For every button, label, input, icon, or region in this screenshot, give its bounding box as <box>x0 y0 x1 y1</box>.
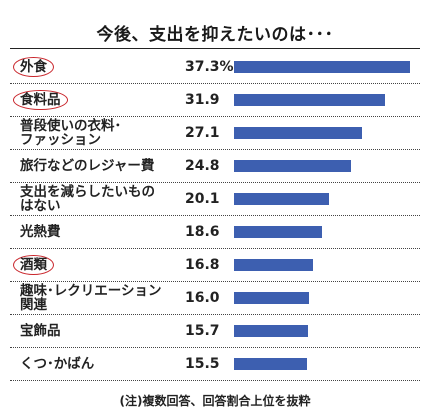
category-label-text: 支出を減らしたいもの はない <box>20 184 155 214</box>
category-label-text: 食料品 <box>13 90 68 110</box>
value-label: 24.8 <box>185 158 220 174</box>
category-label: 宝飾品 <box>20 315 185 347</box>
value-label: 37.3% <box>185 59 234 75</box>
bar <box>234 61 410 73</box>
category-label-text: 普段使いの衣料･ ファッション <box>20 118 122 148</box>
bar <box>234 94 385 106</box>
category-label: 普段使いの衣料･ ファッション <box>20 117 185 149</box>
bar-row: 普段使いの衣料･ ファッション 27.1 <box>10 117 420 150</box>
category-label-text: 宝飾品 <box>20 323 61 339</box>
category-label: 酒類 <box>13 249 185 281</box>
bar <box>234 292 309 304</box>
bar-row: 趣味･レクリエーション 関連 16.0 <box>10 282 420 315</box>
bar <box>234 358 307 370</box>
chart-title: 今後、支出を抑えたいのは･･･ <box>96 25 334 45</box>
value-label: 31.9 <box>185 92 220 108</box>
value-label: 18.6 <box>185 224 220 240</box>
footnote: (注)複数回答、回答割合上位を抜粋 <box>119 394 311 408</box>
category-label: 外食 <box>13 51 185 83</box>
category-label-text: 旅行などのレジャー費 <box>20 158 155 174</box>
bar-row: 外食 37.3% <box>10 51 420 84</box>
bar-rows: 外食 37.3% 食料品 31.9 普段使いの衣料･ ファッション 27.1 旅行などのレジャ… <box>10 51 420 381</box>
bar-row: 食料品 31.9 <box>10 84 420 117</box>
value-label: 27.1 <box>185 125 220 141</box>
category-label: 旅行などのレジャー費 <box>20 150 185 182</box>
top-rule <box>10 48 420 49</box>
bar <box>234 160 351 172</box>
bar-row: 酒類 16.8 <box>10 249 420 282</box>
category-label: 趣味･レクリエーション 関連 <box>20 282 185 314</box>
category-label-text: くつ･かばん <box>20 356 95 372</box>
value-label: 16.8 <box>185 257 220 273</box>
value-label: 20.1 <box>185 191 220 207</box>
category-label: くつ･かばん <box>20 348 185 380</box>
category-label: 支出を減らしたいもの はない <box>20 183 185 215</box>
bar-row: 光熱費 18.6 <box>10 216 420 249</box>
category-label-text: 酒類 <box>13 255 54 275</box>
value-label: 16.0 <box>185 290 220 306</box>
category-label-text: 外食 <box>13 57 54 77</box>
bar <box>234 127 362 139</box>
category-label-text: 光熱費 <box>20 224 61 240</box>
value-label: 15.5 <box>185 356 220 372</box>
bar-row: くつ･かばん 15.5 <box>10 348 420 381</box>
bar <box>234 226 322 238</box>
bar <box>234 259 313 271</box>
bar-row: 宝飾品 15.7 <box>10 315 420 348</box>
bar <box>234 325 308 337</box>
bar-row: 支出を減らしたいもの はない 20.1 <box>10 183 420 216</box>
bar <box>234 193 329 205</box>
value-label: 15.7 <box>185 323 220 339</box>
bar-row: 旅行などのレジャー費 24.8 <box>10 150 420 183</box>
category-label: 食料品 <box>13 84 185 116</box>
category-label: 光熱費 <box>20 216 185 248</box>
category-label-text: 趣味･レクリエーション 関連 <box>20 283 162 313</box>
